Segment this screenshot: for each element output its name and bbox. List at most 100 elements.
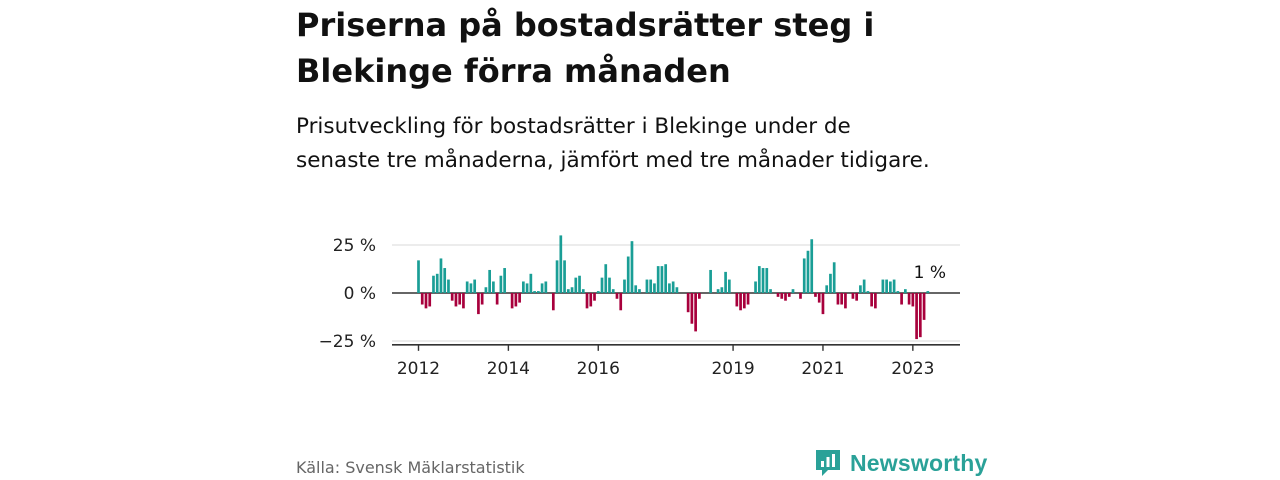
- bar: [776, 293, 780, 297]
- x-tick-label: 2012: [397, 359, 440, 379]
- chart-subtitle: Prisutveckling för bostadsrätter i Bleki…: [296, 114, 930, 173]
- bar: [870, 293, 873, 307]
- bar: [634, 285, 638, 293]
- bar: [608, 277, 611, 293]
- bar: [570, 287, 574, 293]
- bar: [450, 293, 454, 301]
- bar: [623, 279, 626, 293]
- bar: [892, 279, 896, 293]
- bar: [499, 275, 503, 293]
- bar: [769, 289, 772, 293]
- bar: [600, 277, 604, 293]
- bar: [859, 285, 862, 293]
- latest-value-label: 1 %: [914, 263, 946, 283]
- bar: [417, 260, 420, 293]
- bar: [432, 275, 435, 293]
- bar: [664, 264, 668, 293]
- bar: [840, 293, 844, 305]
- bar: [503, 268, 506, 293]
- bar: [889, 281, 892, 293]
- bar: [727, 279, 731, 293]
- bar: [495, 293, 499, 305]
- bar: [862, 279, 866, 293]
- bar: [709, 269, 712, 293]
- bar: [810, 239, 814, 293]
- bar: [724, 271, 727, 293]
- bar: [653, 283, 656, 293]
- bar: [918, 293, 922, 338]
- chart-title: Priserna på bostadsrätter steg i Bleking…: [296, 6, 875, 90]
- bar: [806, 250, 810, 293]
- bar: [420, 293, 424, 305]
- bar: [802, 258, 806, 293]
- bar: [645, 279, 649, 293]
- bar: [896, 291, 900, 293]
- bar: [668, 283, 671, 293]
- bar: [671, 281, 675, 293]
- bar: [866, 291, 870, 293]
- bar: [435, 273, 439, 293]
- bar: [904, 289, 907, 293]
- bar: [458, 293, 462, 305]
- bar: [626, 256, 630, 293]
- bar: [585, 293, 589, 309]
- bar: [540, 283, 544, 293]
- x-tick-label: 2021: [801, 359, 844, 379]
- x-tick-label: 2019: [711, 359, 754, 379]
- bar-chart: 25 % 0 % −25 % 2012 2014 2016 2019 2021 2023 1 %: [319, 235, 960, 379]
- bar: [488, 269, 491, 293]
- bar: [832, 262, 836, 293]
- brand-name: Newsworthy: [850, 449, 988, 476]
- bar: [611, 289, 615, 293]
- bar: [851, 293, 855, 299]
- bar: [911, 293, 915, 307]
- bar: [533, 291, 536, 293]
- bar: [581, 289, 585, 293]
- bar: [563, 260, 566, 293]
- bar: [780, 293, 784, 299]
- bar: [477, 293, 480, 315]
- y-tick-label: 0 %: [344, 284, 376, 304]
- bar: [829, 273, 832, 293]
- bar: [814, 293, 817, 297]
- bar: [615, 293, 619, 299]
- bar: [926, 291, 930, 293]
- bar: [757, 266, 761, 293]
- bar: [492, 281, 495, 293]
- bar: [484, 287, 488, 293]
- bar: [589, 293, 593, 307]
- bar: [735, 293, 739, 307]
- bar: [566, 289, 570, 293]
- bar: [844, 293, 847, 309]
- bar: [817, 293, 821, 303]
- bar: [855, 293, 859, 301]
- bar: [424, 293, 428, 309]
- bar: [529, 273, 533, 293]
- bar: [462, 293, 465, 309]
- bar: [439, 258, 443, 293]
- bar: [630, 241, 634, 293]
- bar: [821, 293, 825, 315]
- bar: [522, 281, 525, 293]
- bar: [675, 287, 679, 293]
- bar: [551, 293, 555, 311]
- bar: [428, 293, 432, 307]
- bar: [536, 291, 540, 293]
- bar: [593, 293, 596, 301]
- bar: [698, 293, 701, 299]
- bar: [885, 279, 888, 293]
- bar: [649, 279, 653, 293]
- bar: [686, 293, 690, 313]
- bar: [604, 264, 608, 293]
- bar: [765, 268, 769, 293]
- source-note: Källa: Svensk Mäklarstatistik: [296, 458, 525, 477]
- bar: [742, 293, 746, 309]
- bar: [574, 277, 578, 293]
- newsworthy-logo-icon: [816, 450, 840, 476]
- bar: [518, 293, 521, 303]
- y-tick-label: −25 %: [319, 332, 376, 352]
- bar: [915, 293, 918, 340]
- y-tick-label: 25 %: [333, 236, 376, 256]
- x-tick-label: 2023: [891, 359, 934, 379]
- bar: [754, 281, 757, 293]
